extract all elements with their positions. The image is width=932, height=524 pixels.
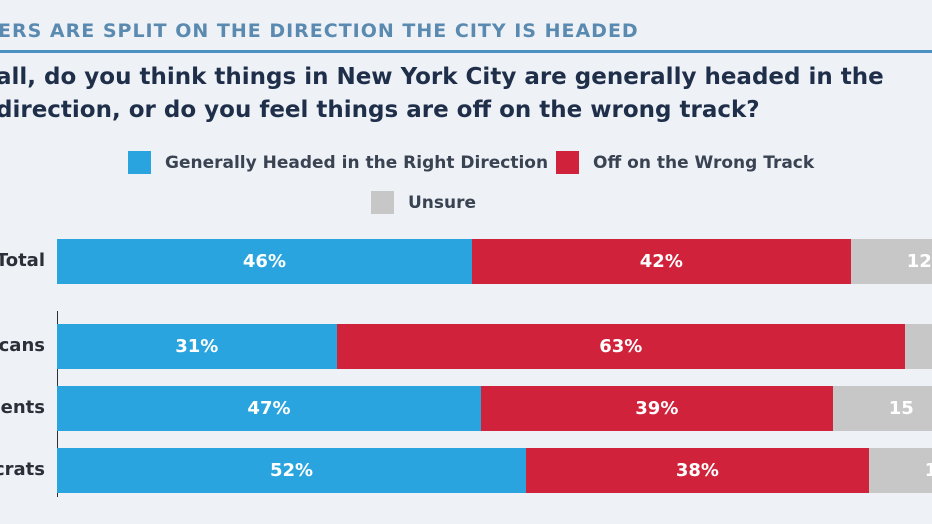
bar-value-label: 31% [175,336,219,357]
bar-segment-right-direction: 46% [57,239,472,284]
bar-value-label: 12 [906,251,932,272]
row-label: cans [0,335,45,356]
bar-value-label: 42% [639,251,683,272]
question-line-1: all, do you think things in New York Cit… [0,64,884,90]
bar-value-label: 47% [247,398,291,419]
bar-value-label: 38% [675,460,719,481]
legend-swatch-wrong-track [556,151,579,174]
kicker-divider [0,50,932,53]
bar-segment-wrong-track: 42% [471,239,851,284]
bar-segment-right-direction: 52% [57,448,527,493]
bar-value-label: 11 [924,460,932,481]
chart-kicker: ERS ARE SPLIT ON THE DIRECTION THE CITY … [0,20,639,42]
legend-label-wrong-track: Off on the Wrong Track [593,152,815,173]
row-label: dents [0,397,45,418]
legend-label-unsure: Unsure [408,192,477,213]
bar-segment-right-direction: 47% [57,386,481,431]
bar-segment-unsure: 15 [832,386,932,431]
question-line-2: direction, or do you feel things are off… [0,97,760,123]
bar-value-label: 63% [599,336,643,357]
bar-segment-wrong-track: 39% [480,386,833,431]
bar-segment-unsure: 11 [868,448,932,493]
legend-item-right-direction: Generally Headed in the Right Direction [128,151,548,174]
bar-segment-wrong-track: 63% [336,324,905,369]
legend-swatch-right-direction [128,151,151,174]
bar-segment-wrong-track: 38% [526,448,869,493]
bar-value-label: 39% [635,398,679,419]
bar-value-label: 52% [269,460,314,481]
legend-label-right-direction: Generally Headed in the Right Direction [165,152,549,173]
legend-swatch-unsure [371,191,394,214]
bar-value-label: 46% [242,251,286,272]
bar-segment-right-direction: 31% [57,324,337,369]
bar-value-label: 15 [888,398,914,419]
chart-question: all, do you think things in New York Cit… [0,61,884,127]
bar-segment-unsure: 6 [904,324,932,369]
row-label: crats [0,459,45,480]
row-label: Total [0,250,45,271]
bar-segment-unsure: 12 [850,239,932,284]
legend-item-unsure: Unsure [371,191,476,214]
legend-item-wrong-track: Off on the Wrong Track [556,151,814,174]
